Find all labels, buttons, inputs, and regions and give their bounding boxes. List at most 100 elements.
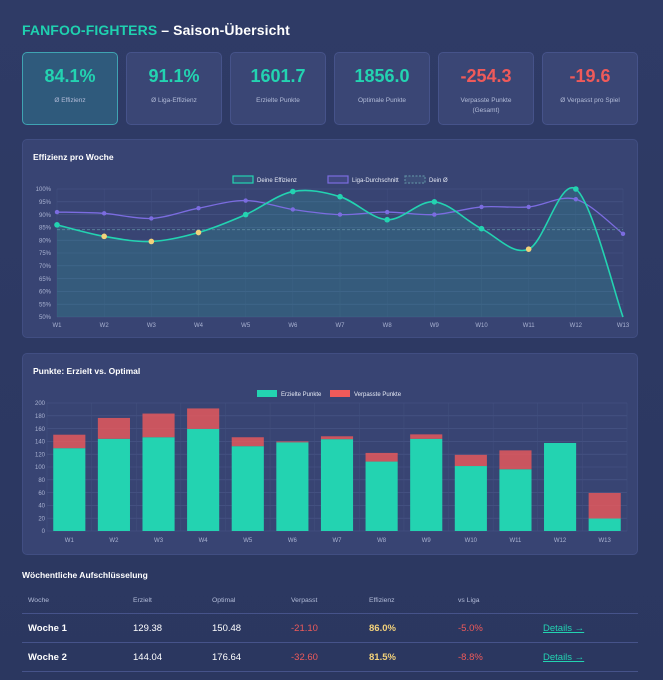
efficiency-cell: 81.5% <box>369 652 396 663</box>
kpi-label: Optimale Punkte <box>357 97 407 104</box>
kpi-label: Ø Liga-Effizienz <box>151 97 197 104</box>
x-tick-label: W3 <box>154 538 164 544</box>
x-tick-label: W9 <box>430 323 440 329</box>
legend-swatch <box>327 175 349 184</box>
missed-bar <box>276 441 309 443</box>
team-name: FANFOO-FIGHTERS <box>22 22 158 38</box>
legend-label: Deine Effizienz <box>257 178 297 184</box>
efficiency-point <box>242 211 249 218</box>
kpi-value: 1856.0 <box>354 66 410 86</box>
scored-bar <box>231 446 264 531</box>
x-tick-label: W6 <box>288 538 298 544</box>
legend-swatch <box>232 175 254 184</box>
y-tick-label: 60 <box>38 491 45 497</box>
kpi-label: Ø Verpasst pro Spiel <box>560 97 620 104</box>
x-tick-label: W7 <box>336 323 346 329</box>
table-header-row: Woche Erzielt Optimal Verpasst Effizienz… <box>22 590 638 614</box>
x-tick-label: W4 <box>194 323 204 329</box>
efficiency-line-chart: 100% 95% 90% 85% 80% 75% 70% 65% 60% 55% 50%W1 W2 W3… <box>36 175 630 329</box>
details-link[interactable]: Details → <box>543 652 585 663</box>
x-tick-label: W13 <box>599 538 612 544</box>
scored-bar <box>410 438 443 531</box>
x-tick-label: W9 <box>422 538 432 544</box>
x-tick-label: W8 <box>377 538 387 544</box>
efficiency-chart-panel: Effizienz pro Woche 100% 95% 90% 85% 80% 75% 7… <box>22 139 638 338</box>
optimal-cell: 176.64 <box>212 652 242 663</box>
missed-bar <box>365 452 398 462</box>
kpi-row: 84.1% Ø Effizienz 91.1% Ø Liga-Effizienz… <box>22 52 638 125</box>
weekly-table: Woche Erzielt Optimal Verpasst Effizienz… <box>22 590 638 672</box>
missed-bar <box>97 417 130 439</box>
efficiency-point <box>290 188 296 195</box>
league-point <box>526 204 531 210</box>
y-tick-label: 65% <box>39 277 52 283</box>
kpi-value: 91.1% <box>148 66 200 86</box>
missed-cell: -21.10 <box>291 623 318 634</box>
efficiency-point <box>573 186 579 192</box>
efficiency-point <box>148 238 155 245</box>
kpi-label: Verpasste Punkte (Gesamt) <box>460 97 512 114</box>
efficiency-point <box>384 216 390 223</box>
efficiency-point <box>478 225 485 232</box>
kpi-value: -19.6 <box>569 66 611 86</box>
column-header: Woche <box>28 597 50 604</box>
x-tick-label: W10 <box>475 323 488 329</box>
missed-bar <box>588 492 621 519</box>
x-tick-label: W5 <box>243 538 253 544</box>
efficiency-point <box>101 233 107 240</box>
scored-bar <box>365 461 398 531</box>
scored-bar <box>276 442 309 531</box>
efficiency-point <box>337 193 343 200</box>
league-point <box>432 212 437 217</box>
kpi-card-league-efficiency[interactable]: 91.1% Ø Liga-Effizienz <box>126 52 222 125</box>
y-tick-label: 50% <box>39 315 52 321</box>
missed-bar <box>231 437 264 447</box>
details-link[interactable]: Details → <box>543 623 585 634</box>
missed-bar <box>53 434 86 449</box>
page-subtitle: – Saison-Übersicht <box>157 22 290 38</box>
league-point <box>243 198 248 203</box>
legend-label: Dein Ø <box>429 178 448 184</box>
table-title: Wöchentliche Aufschlüsselung <box>22 570 148 580</box>
missed-bar <box>454 454 487 467</box>
column-header: vs Liga <box>458 597 480 604</box>
missed-bar <box>410 434 443 439</box>
league-point <box>290 207 296 212</box>
x-tick-label: W10 <box>465 538 478 544</box>
optimal-cell: 150.48 <box>212 623 242 634</box>
y-tick-label: 0 <box>42 529 46 535</box>
kpi-card-missed-per-game[interactable]: -19.6 Ø Verpasst pro Spiel <box>542 52 638 125</box>
efficiency-point <box>54 222 60 228</box>
y-tick-label: 20 <box>38 516 45 522</box>
week-cell: Woche 1 <box>28 623 67 634</box>
y-tick-label: 160 <box>35 427 46 433</box>
x-tick-label: W5 <box>241 323 251 329</box>
league-point <box>337 212 343 217</box>
vs-league-cell: -5.0% <box>458 623 483 634</box>
scored-bar <box>97 438 130 531</box>
y-tick-label: 40 <box>38 504 45 510</box>
missed-cell: -32.60 <box>291 652 318 663</box>
kpi-card-optimal-points[interactable]: 1856.0 Optimale Punkte <box>334 52 430 125</box>
missed-bar <box>142 413 175 438</box>
table-row: Woche 2 144.04 176.64 -32.60 81.5% -8.8%… <box>22 643 638 672</box>
kpi-card-scored-points[interactable]: 1601.7 Erzielte Punkte <box>230 52 326 125</box>
league-point <box>54 209 60 215</box>
x-tick-label: W2 <box>100 323 110 329</box>
y-tick-label: 140 <box>35 440 46 446</box>
y-tick-label: 85% <box>39 226 52 232</box>
kpi-card-efficiency[interactable]: 84.1% Ø Effizienz <box>22 52 118 125</box>
y-tick-label: 55% <box>39 302 52 308</box>
legend-swatch <box>404 175 426 184</box>
efficiency-area <box>57 187 623 317</box>
league-point <box>149 216 154 221</box>
scored-bar <box>142 437 175 531</box>
y-tick-label: 120 <box>35 452 46 458</box>
scored-cell: 144.04 <box>133 652 163 663</box>
efficiency-point <box>431 199 438 205</box>
league-point <box>384 209 390 215</box>
scored-bar <box>320 439 354 531</box>
kpi-card-missed-total[interactable]: -254.3 Verpasste Punkte (Gesamt) <box>438 52 534 125</box>
